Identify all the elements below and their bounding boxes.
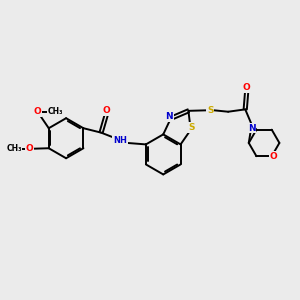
Text: S: S: [207, 106, 213, 115]
Text: N: N: [248, 124, 256, 133]
Text: CH₃: CH₃: [6, 144, 22, 153]
Text: CH₃: CH₃: [47, 107, 63, 116]
Text: O: O: [103, 106, 110, 115]
Text: O: O: [26, 144, 34, 153]
Text: O: O: [34, 107, 41, 116]
Text: NH: NH: [113, 136, 127, 145]
Text: N: N: [166, 112, 173, 122]
Text: S: S: [188, 123, 194, 132]
Text: O: O: [269, 152, 277, 161]
Text: O: O: [243, 83, 250, 92]
